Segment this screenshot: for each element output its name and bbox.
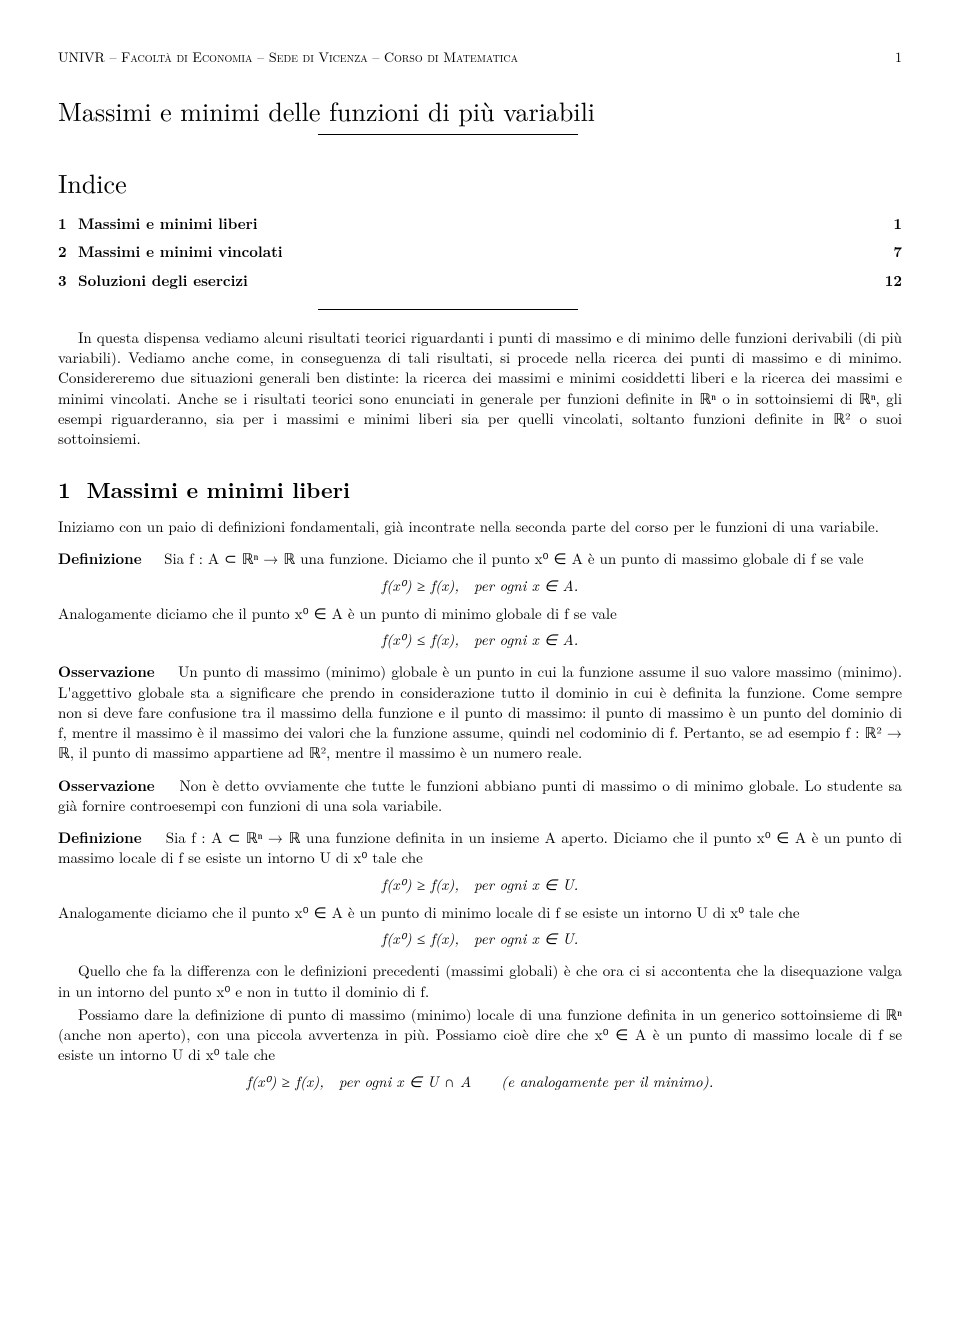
toc-bottom-rule: [318, 309, 578, 310]
definition-body: Analogamente diciamo che il punto x⁰ ∈ A…: [58, 604, 902, 624]
observation-text: Osservazione Non è detto ovviamente che …: [58, 776, 902, 817]
formula: f(x⁰) ≥ f(x), per ogni x ∈ U.: [58, 875, 902, 895]
section-number: 1: [58, 474, 71, 505]
toc-num: 3: [58, 271, 78, 291]
header-left: UNIVR – Facoltà di Economia – Sede di Vi…: [58, 48, 518, 67]
formula: f(x⁰) ≥ f(x), per ogni x ∈ U ∩ A (e anal…: [58, 1072, 902, 1092]
definition-body: Analogamente diciamo che il punto x⁰ ∈ A…: [58, 903, 902, 923]
title-rule: [318, 134, 578, 135]
observation-body: Un punto di massimo (minimo) globale è u…: [58, 661, 902, 763]
definition-body: Sia f : A ⊂ ℝⁿ → ℝ una funzione definita…: [58, 827, 902, 868]
formula: f(x⁰) ≤ f(x), per ogni x ∈ U.: [58, 929, 902, 949]
toc-title: Indice: [58, 165, 902, 200]
toc-label: Massimi e minimi liberi: [78, 214, 893, 234]
intro-paragraph: In questa dispensa vediamo alcuni risult…: [58, 328, 902, 450]
observation-2: Osservazione Non è detto ovviamente che …: [58, 776, 902, 817]
definition-2: Definizione Sia f : A ⊂ ℝⁿ → ℝ una funzi…: [58, 828, 902, 949]
observation-1: Osservazione Un punto di massimo (minimo…: [58, 662, 902, 763]
tail-paragraph-2: Possiamo dare la definizione di punto di…: [58, 1005, 902, 1066]
observation-head: Osservazione: [58, 775, 155, 796]
toc-row: 2 Massimi e minimi vincolati 7: [58, 242, 902, 262]
definition-text: Definizione Sia f : A ⊂ ℝⁿ → ℝ una funzi…: [58, 828, 902, 869]
formula: f(x⁰) ≤ f(x), per ogni x ∈ A.: [58, 630, 902, 650]
observation-head: Osservazione: [58, 661, 155, 682]
section-label: Massimi e minimi liberi: [87, 474, 350, 505]
definition-head: Definizione: [58, 548, 142, 569]
tail-paragraph-1: Quello che fa la differenza con le defin…: [58, 961, 902, 1002]
toc-row: 1 Massimi e minimi liberi 1: [58, 214, 902, 234]
definition-body: Sia f : A ⊂ ℝⁿ → ℝ una funzione. Diciamo…: [164, 548, 863, 569]
toc-num: 2: [58, 242, 78, 262]
toc-page: 12: [885, 271, 902, 291]
toc-page: 7: [893, 242, 902, 262]
toc-label: Soluzioni degli esercizi: [78, 271, 885, 291]
observation-text: Osservazione Un punto di massimo (minimo…: [58, 662, 902, 763]
toc-num: 1: [58, 214, 78, 234]
formula: f(x⁰) ≥ f(x), per ogni x ∈ A.: [58, 576, 902, 596]
section-1-intro: Iniziamo con un paio di definizioni fond…: [58, 517, 902, 537]
toc-page: 1: [893, 214, 902, 234]
definition-1: Definizione Sia f : A ⊂ ℝⁿ → ℝ una funzi…: [58, 549, 902, 650]
section-1-title: 1 Massimi e minimi liberi: [58, 475, 902, 505]
header-page-number: 1: [895, 48, 902, 67]
main-title: Massimi e minimi delle funzioni di più v…: [58, 93, 902, 128]
definition-text: Definizione Sia f : A ⊂ ℝⁿ → ℝ una funzi…: [58, 549, 902, 569]
toc-row: 3 Soluzioni degli esercizi 12: [58, 271, 902, 291]
page-header: UNIVR – Facoltà di Economia – Sede di Vi…: [58, 48, 902, 67]
definition-head: Definizione: [58, 827, 142, 848]
observation-body: Non è detto ovviamente che tutte le funz…: [58, 775, 902, 816]
toc-label: Massimi e minimi vincolati: [78, 242, 893, 262]
